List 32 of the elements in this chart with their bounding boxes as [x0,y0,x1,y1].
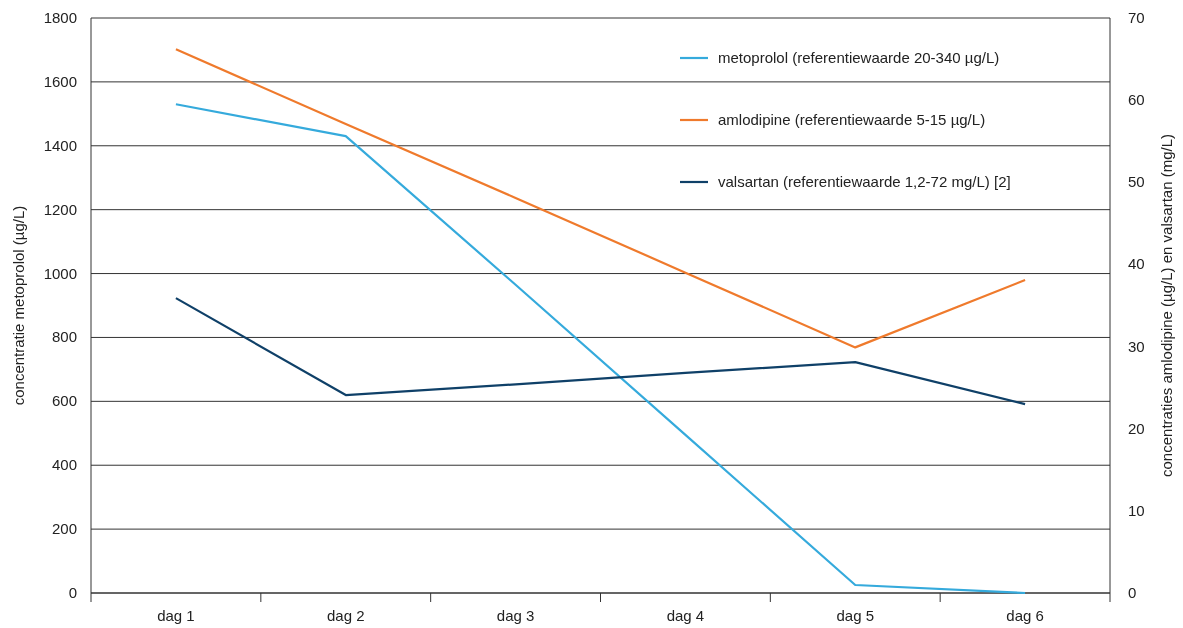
y2-tick-label: 60 [1128,91,1145,109]
y-tick-label: 1800 [43,9,77,26]
y-axis-title: concentratie metoprolol (µg/L) [10,205,27,406]
y2-tick-label: 40 [1128,255,1145,273]
y-tick-label: 1600 [43,72,77,90]
y-tick-label: 0 [68,584,77,601]
y2-tick-label: 0 [1128,584,1137,601]
x-tick-label: dag 1 [157,607,195,624]
line-series [174,103,1027,595]
y2-tick-label: 30 [1128,337,1145,355]
x-tick-label: dag 5 [836,607,875,624]
y2-tick-label: 20 [1128,419,1145,437]
x-tick-label: dag 6 [1006,607,1044,624]
x-tick-label: dag 2 [326,607,365,624]
line-series [174,48,1027,349]
legend-label: metoprolol (referentiewaarde 20-340 µg/L) [718,49,1000,66]
x-tick-label: dag 4 [666,607,705,624]
y2-axis-title: concentraties amlodipine (µg/L) en valsartan (mg/L) [1158,134,1175,477]
y2-tick-label: 70 [1128,9,1145,26]
y2-tick-label: 50 [1128,173,1145,191]
y-tick-label: 1400 [43,136,77,154]
y-tick-label: 800 [51,328,77,346]
legend-label: valsartan (referentiewaarde 1,2-72 mg/L) [2] [718,173,1011,190]
y2-tick-label: 10 [1128,501,1145,519]
line-series [174,297,1027,406]
y-tick-label: 600 [51,392,77,410]
legend-label: amlodipine (referentiewaarde 5-15 µg/L) [718,111,986,128]
y-tick-label: 1000 [43,264,77,282]
y-tick-label: 400 [51,456,77,474]
y-tick-label: 1200 [43,200,77,218]
x-tick-label: dag 3 [496,607,535,624]
y-tick-label: 200 [51,520,77,538]
